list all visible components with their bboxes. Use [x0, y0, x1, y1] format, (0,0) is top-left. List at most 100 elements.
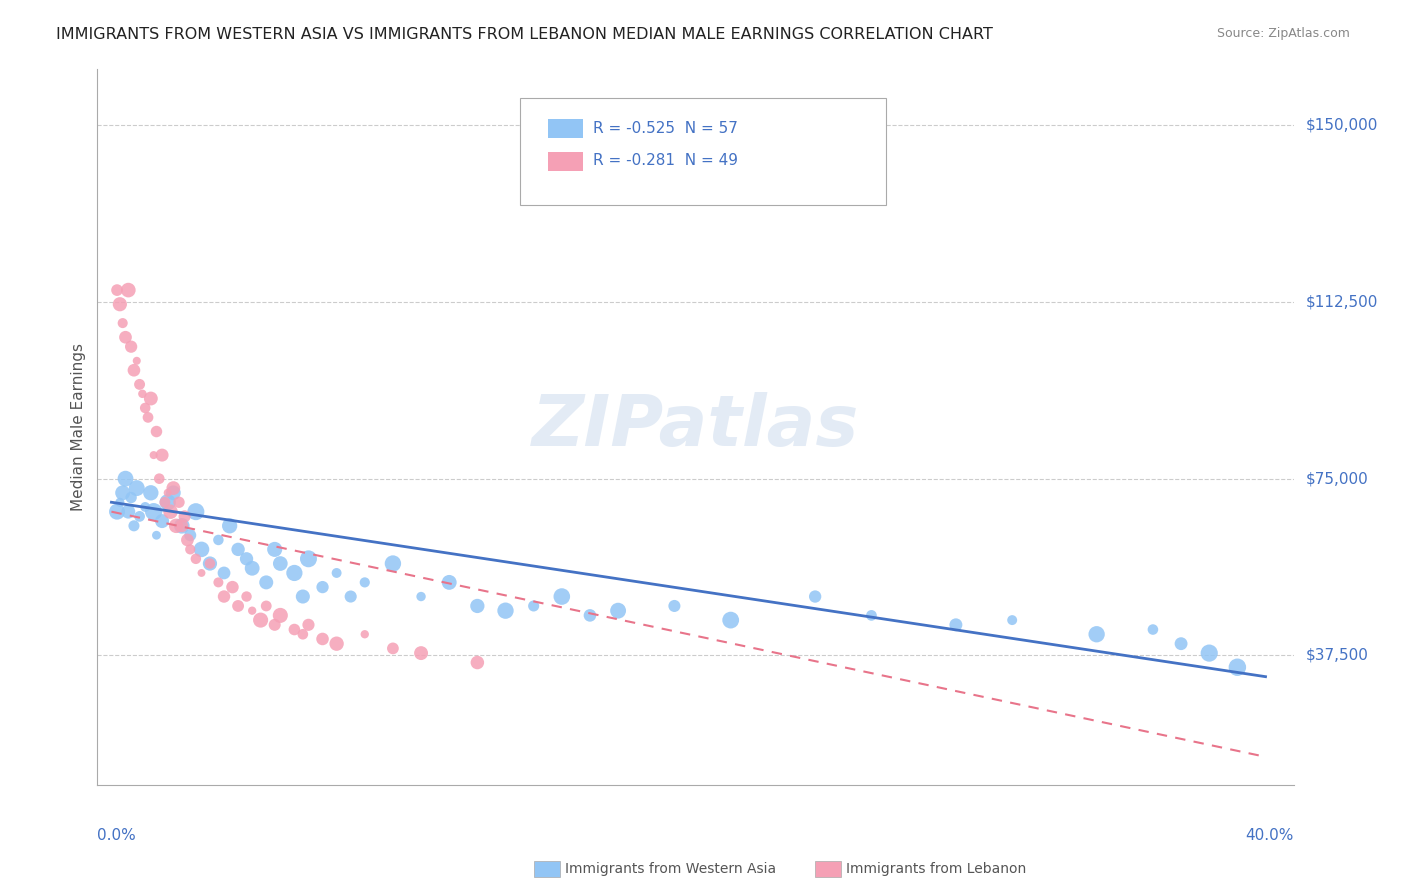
Point	[607, 604, 630, 618]
Text: $37,500: $37,500	[1306, 648, 1368, 663]
Point	[720, 613, 742, 627]
Point	[353, 575, 375, 590]
Point	[125, 353, 148, 368]
Point	[226, 542, 249, 557]
Point	[212, 566, 235, 580]
Point	[240, 604, 263, 618]
Point	[105, 505, 128, 519]
Point	[120, 491, 142, 505]
Point	[184, 551, 207, 566]
Point	[495, 604, 517, 618]
Point	[249, 613, 271, 627]
Point	[120, 340, 142, 354]
Point	[139, 392, 162, 406]
Point	[156, 485, 179, 500]
Point	[269, 608, 291, 623]
Point	[551, 590, 574, 604]
Point	[148, 472, 170, 486]
Point	[212, 590, 235, 604]
Point	[291, 627, 314, 641]
Point	[311, 580, 333, 594]
Text: R = -0.281  N = 49: R = -0.281 N = 49	[593, 153, 738, 168]
Point	[145, 528, 167, 542]
Text: $112,500: $112,500	[1306, 294, 1378, 310]
Point	[142, 505, 165, 519]
Point	[207, 533, 229, 547]
Point	[136, 410, 159, 425]
Point	[467, 599, 489, 613]
Point	[114, 472, 136, 486]
Point	[1198, 646, 1220, 660]
Point	[860, 608, 883, 623]
Text: ZIPatlas: ZIPatlas	[531, 392, 859, 461]
Point	[325, 637, 347, 651]
Point	[179, 528, 201, 542]
Y-axis label: Median Male Earnings: Median Male Earnings	[72, 343, 86, 511]
Point	[467, 656, 489, 670]
Text: $75,000: $75,000	[1306, 471, 1368, 486]
Point	[165, 518, 187, 533]
Point	[145, 425, 167, 439]
Point	[111, 485, 134, 500]
Point	[945, 617, 967, 632]
Point	[114, 330, 136, 344]
Point	[179, 542, 201, 557]
Point	[128, 509, 150, 524]
Point	[263, 617, 285, 632]
Point	[156, 495, 179, 509]
Point	[804, 590, 827, 604]
Point	[108, 297, 131, 311]
Point	[297, 551, 319, 566]
Point	[240, 561, 263, 575]
Point	[523, 599, 546, 613]
Point	[291, 590, 314, 604]
Point	[437, 575, 460, 590]
Point	[150, 514, 173, 528]
Point	[254, 575, 277, 590]
Point	[190, 542, 212, 557]
Point	[664, 599, 686, 613]
Point	[221, 580, 243, 594]
Point	[235, 590, 257, 604]
Point	[190, 566, 212, 580]
Point	[218, 518, 240, 533]
Point	[283, 566, 305, 580]
Point	[170, 518, 193, 533]
Point	[167, 495, 190, 509]
Point	[173, 509, 195, 524]
Point	[579, 608, 602, 623]
Point	[381, 557, 404, 571]
Point	[176, 533, 198, 547]
Point	[353, 627, 375, 641]
Point	[184, 505, 207, 519]
Text: 40.0%: 40.0%	[1246, 828, 1294, 843]
Point	[111, 316, 134, 330]
Point	[125, 481, 148, 495]
Point	[1085, 627, 1108, 641]
Point	[159, 505, 181, 519]
Point	[128, 377, 150, 392]
Point	[381, 641, 404, 656]
Point	[139, 485, 162, 500]
Point	[235, 551, 257, 566]
Point	[198, 557, 221, 571]
Point	[105, 283, 128, 297]
Point	[339, 590, 361, 604]
Point	[134, 500, 156, 514]
Text: IMMIGRANTS FROM WESTERN ASIA VS IMMIGRANTS FROM LEBANON MEDIAN MALE EARNINGS COR: IMMIGRANTS FROM WESTERN ASIA VS IMMIGRAN…	[56, 27, 993, 42]
Point	[297, 617, 319, 632]
Point	[1170, 637, 1192, 651]
Point	[122, 363, 145, 377]
Point	[409, 646, 432, 660]
Point	[117, 505, 139, 519]
Point	[131, 386, 153, 401]
Point	[198, 557, 221, 571]
Point	[1001, 613, 1024, 627]
Point	[117, 283, 139, 297]
Point	[153, 495, 176, 509]
Point	[207, 575, 229, 590]
Point	[134, 401, 156, 415]
Text: $150,000: $150,000	[1306, 118, 1378, 133]
Point	[162, 481, 184, 495]
Point	[283, 623, 305, 637]
